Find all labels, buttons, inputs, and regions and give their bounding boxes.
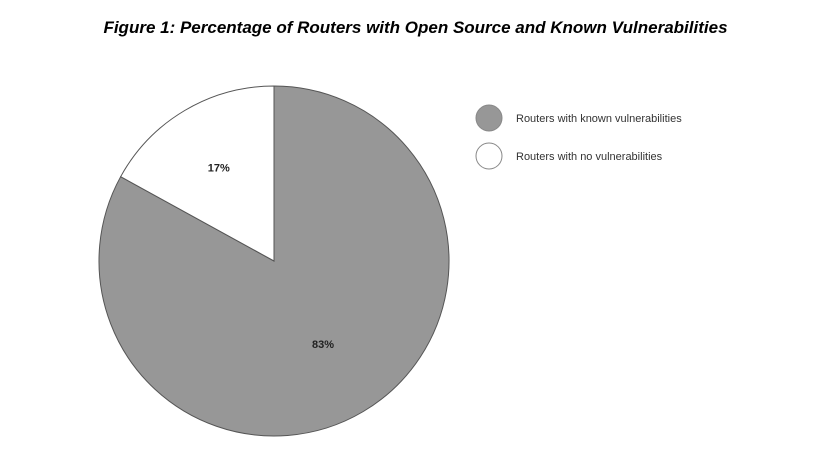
pie-slice-label-2: 17% xyxy=(208,163,230,175)
pie-slices xyxy=(98,85,450,437)
pie-slice-2 xyxy=(119,85,275,262)
chart-title: Figure 1: Percentage of Routers with Ope… xyxy=(103,18,728,37)
legend-label-1: Routers with known vulnerabilities xyxy=(516,113,682,125)
legend-swatch-1 xyxy=(475,104,503,132)
legend-swatch-2 xyxy=(475,142,503,170)
pie-slice-label-1: 83% xyxy=(312,339,334,351)
legend-label-2: Routers with no vulnerabilities xyxy=(516,151,663,163)
pie-slice-labels: 83% 17% xyxy=(208,163,334,351)
chart-legend: Routers with known vulnerabilities Router… xyxy=(475,104,682,170)
